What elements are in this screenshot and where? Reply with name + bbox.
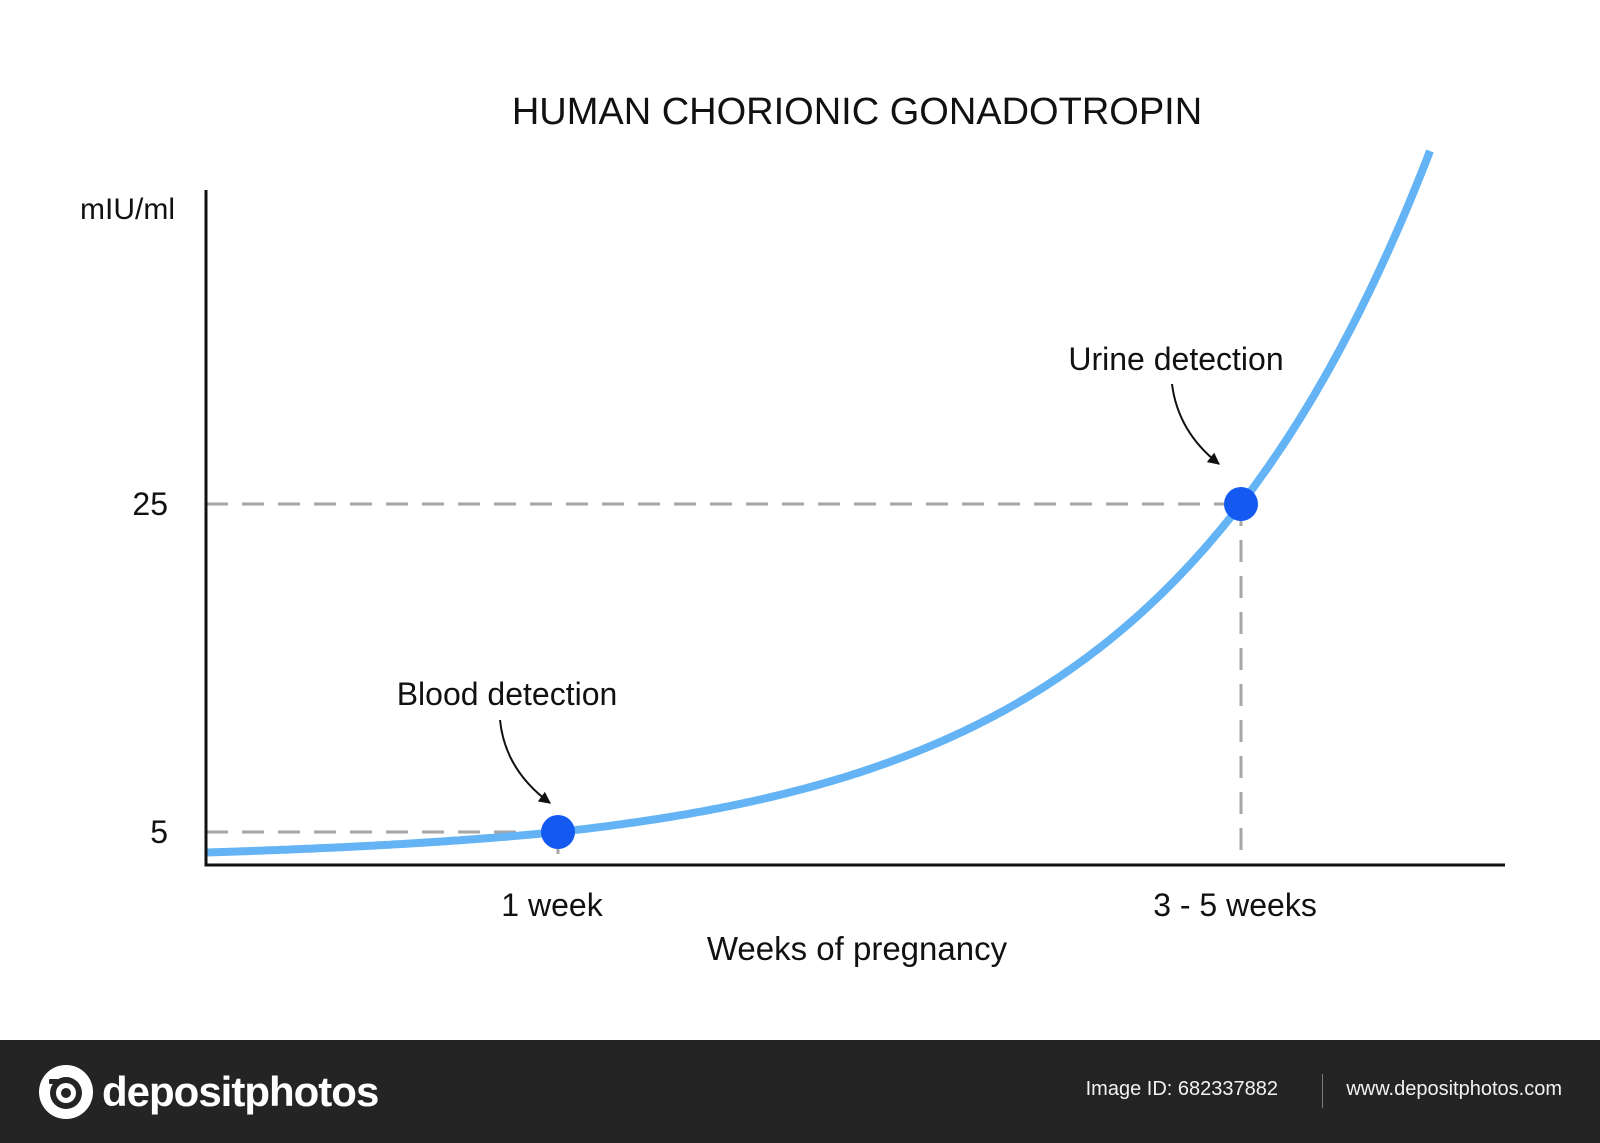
annotation-label: Urine detection xyxy=(1068,341,1283,377)
x-axis-label: Weeks of pregnancy xyxy=(707,930,1008,967)
annotation-arrow xyxy=(1171,383,1220,465)
site-url[interactable]: www.depositphotos.com xyxy=(1346,1078,1562,1100)
hcg-curve xyxy=(205,149,1434,857)
chart-svg: HUMAN CHORIONIC GONADOTROPIN mIU/ml Week… xyxy=(80,91,1505,967)
hcg-curve-layer xyxy=(205,149,1434,857)
footer-divider xyxy=(1322,1074,1323,1108)
annotation-label: Blood detection xyxy=(397,676,618,712)
x-tick-label: 3 - 5 weeks xyxy=(1153,887,1317,923)
detection-markers xyxy=(541,487,1258,849)
camera-icon xyxy=(38,1064,94,1120)
brand-logo[interactable]: depositphotos xyxy=(38,1064,379,1120)
y-axis-label: mIU/ml xyxy=(80,193,175,226)
annotations: Blood detection Urine detection xyxy=(397,341,1284,804)
footer-bar: depositphotos Image ID: 682337882 www.de… xyxy=(0,1040,1600,1143)
image-id: Image ID: 682337882 xyxy=(1085,1078,1278,1100)
tick-labels: 5 25 1 week 3 - 5 weeks xyxy=(132,486,1316,923)
x-tick-label: 1 week xyxy=(501,887,603,923)
y-tick-label: 25 xyxy=(132,486,168,522)
y-tick-label: 5 xyxy=(150,814,168,850)
chart-title: HUMAN CHORIONIC GONADOTROPIN xyxy=(512,91,1202,133)
chart: HUMAN CHORIONIC GONADOTROPIN mIU/ml Week… xyxy=(80,91,1505,967)
brand-name: depositphotos xyxy=(102,1068,379,1115)
axes xyxy=(204,190,1505,867)
annotation-arrow xyxy=(499,719,551,804)
detection-point xyxy=(1224,487,1258,521)
detection-point xyxy=(541,815,575,849)
